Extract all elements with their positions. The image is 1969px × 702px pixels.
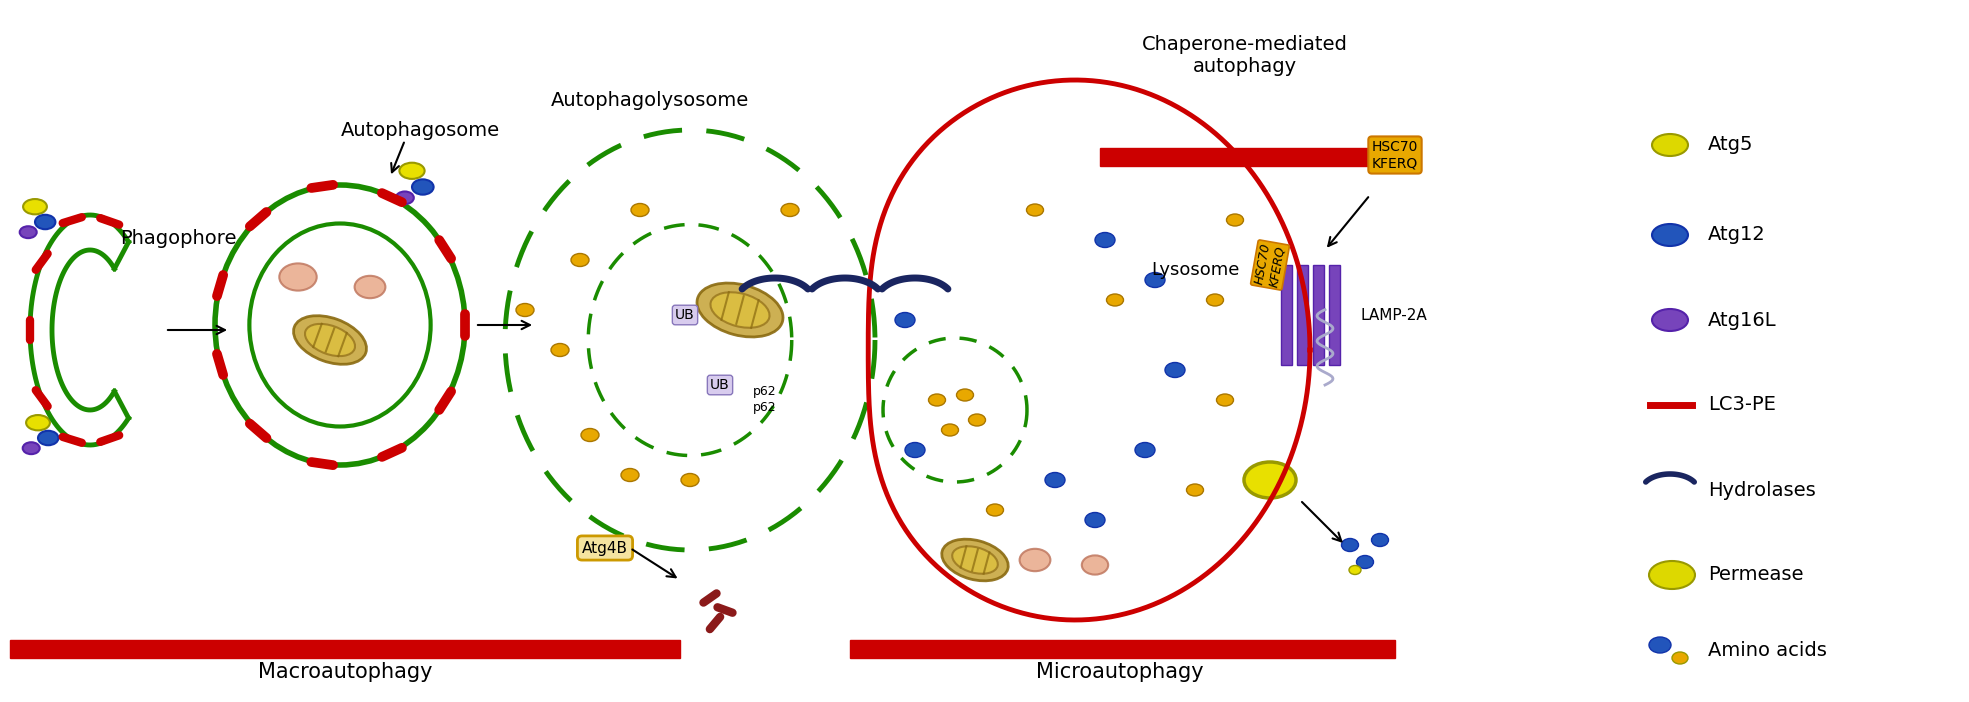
Text: Autophagosome: Autophagosome xyxy=(341,121,500,140)
Ellipse shape xyxy=(37,431,59,445)
Text: UB: UB xyxy=(675,308,695,322)
Ellipse shape xyxy=(1046,472,1065,487)
Bar xyxy=(10,640,679,658)
Ellipse shape xyxy=(1081,555,1109,575)
Ellipse shape xyxy=(929,394,945,406)
Ellipse shape xyxy=(1672,652,1687,664)
Ellipse shape xyxy=(1207,294,1223,306)
Ellipse shape xyxy=(896,312,916,328)
Text: Atg5: Atg5 xyxy=(1707,135,1754,154)
Text: HSC70
KFERQ: HSC70 KFERQ xyxy=(1372,140,1418,170)
Ellipse shape xyxy=(571,253,589,267)
Ellipse shape xyxy=(1652,309,1687,331)
Ellipse shape xyxy=(1648,637,1672,653)
Ellipse shape xyxy=(1648,561,1695,589)
Ellipse shape xyxy=(1349,566,1361,574)
Bar xyxy=(851,640,1394,658)
Ellipse shape xyxy=(711,292,770,328)
Text: Hydrolases: Hydrolases xyxy=(1707,480,1815,500)
Ellipse shape xyxy=(1026,204,1044,216)
Ellipse shape xyxy=(396,192,413,204)
Ellipse shape xyxy=(957,389,973,401)
Ellipse shape xyxy=(1134,442,1156,458)
Bar xyxy=(1298,265,1307,365)
Ellipse shape xyxy=(1227,214,1244,226)
Ellipse shape xyxy=(24,199,47,214)
Ellipse shape xyxy=(681,474,699,486)
Ellipse shape xyxy=(986,504,1004,516)
Ellipse shape xyxy=(1244,462,1296,498)
Ellipse shape xyxy=(354,276,386,298)
Ellipse shape xyxy=(26,415,49,430)
Ellipse shape xyxy=(24,442,39,454)
Ellipse shape xyxy=(1217,394,1233,406)
Ellipse shape xyxy=(1187,484,1203,496)
Ellipse shape xyxy=(953,546,998,574)
Text: p62: p62 xyxy=(754,402,778,414)
Text: Amino acids: Amino acids xyxy=(1707,640,1827,659)
Text: Microautophagy: Microautophagy xyxy=(1036,662,1203,682)
Ellipse shape xyxy=(1095,232,1114,248)
Text: p62: p62 xyxy=(754,385,778,399)
Text: Chaperone-mediated
autophagy: Chaperone-mediated autophagy xyxy=(1142,34,1349,76)
Ellipse shape xyxy=(906,442,925,458)
Ellipse shape xyxy=(630,204,650,216)
Ellipse shape xyxy=(1166,362,1185,378)
Ellipse shape xyxy=(20,226,37,238)
Ellipse shape xyxy=(400,163,425,179)
Ellipse shape xyxy=(620,468,640,482)
Bar xyxy=(1282,265,1292,365)
Ellipse shape xyxy=(516,303,534,317)
Text: UB: UB xyxy=(711,378,730,392)
Text: Phagophore: Phagophore xyxy=(120,228,236,248)
Bar xyxy=(1329,265,1341,365)
Ellipse shape xyxy=(1652,134,1687,156)
Text: Autophagolysosome: Autophagolysosome xyxy=(551,91,748,110)
Ellipse shape xyxy=(1341,538,1359,552)
Bar xyxy=(1313,265,1323,365)
Text: LAMP-2A: LAMP-2A xyxy=(1361,307,1428,322)
Ellipse shape xyxy=(1652,224,1687,246)
Ellipse shape xyxy=(551,343,569,357)
Ellipse shape xyxy=(1146,272,1166,288)
Ellipse shape xyxy=(412,179,433,194)
Text: LC3-PE: LC3-PE xyxy=(1707,395,1776,414)
Text: Atg4B: Atg4B xyxy=(583,541,628,555)
Ellipse shape xyxy=(969,414,986,426)
Ellipse shape xyxy=(697,283,784,337)
Text: Permease: Permease xyxy=(1707,566,1804,585)
Ellipse shape xyxy=(941,539,1008,581)
Text: Lysosome: Lysosome xyxy=(1150,261,1239,279)
Ellipse shape xyxy=(1372,534,1388,546)
Ellipse shape xyxy=(305,324,354,356)
Bar xyxy=(1101,148,1390,166)
Ellipse shape xyxy=(782,204,799,216)
Ellipse shape xyxy=(293,316,366,364)
Ellipse shape xyxy=(1085,512,1105,527)
Text: Macroautophagy: Macroautophagy xyxy=(258,662,433,682)
Ellipse shape xyxy=(1107,294,1124,306)
Ellipse shape xyxy=(35,215,55,230)
Ellipse shape xyxy=(581,428,599,442)
Ellipse shape xyxy=(1020,549,1049,571)
Ellipse shape xyxy=(1357,555,1374,569)
Ellipse shape xyxy=(941,424,959,436)
Text: HSC70
KFERQ: HSC70 KFERQ xyxy=(1252,242,1288,288)
Ellipse shape xyxy=(280,263,317,291)
Text: Atg16L: Atg16L xyxy=(1707,310,1776,329)
Text: Atg12: Atg12 xyxy=(1707,225,1766,244)
